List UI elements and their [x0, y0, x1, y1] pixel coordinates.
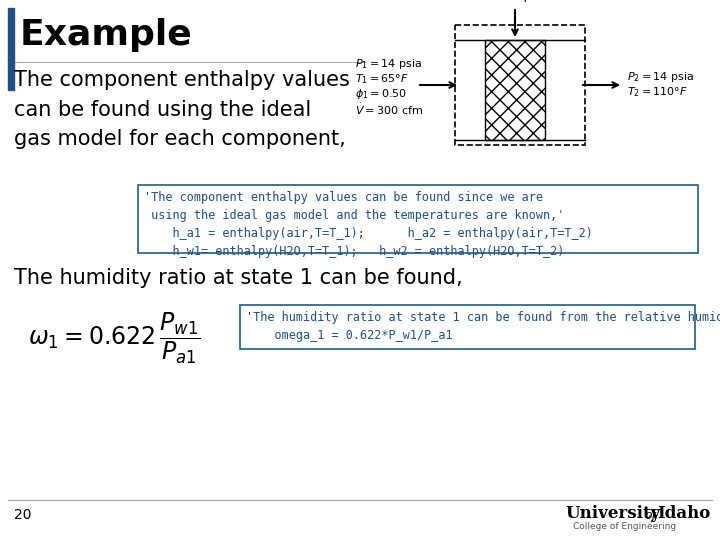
- Bar: [8, 8, 14, 90]
- Text: $\dot{V} = 300$ cfm: $\dot{V} = 300$ cfm: [355, 102, 423, 117]
- Text: The humidity ratio at state 1 can be found,: The humidity ratio at state 1 can be fou…: [14, 268, 463, 288]
- Text: University: University: [565, 505, 660, 522]
- Text: $\phi_1 = 0.50$: $\phi_1 = 0.50$: [355, 87, 408, 101]
- Bar: [138, 185, 698, 253]
- Text: 'The component enthalpy values can be found since we are
 using the ideal gas mo: 'The component enthalpy values can be fo…: [144, 191, 593, 258]
- Text: $\dot{q}$: $\dot{q}$: [519, 0, 528, 5]
- Text: Example: Example: [20, 18, 193, 52]
- Text: $T_1 = 65°F$: $T_1 = 65°F$: [355, 72, 409, 86]
- Text: 20: 20: [14, 508, 32, 522]
- Bar: [240, 305, 695, 349]
- Text: $P_1 = 14$ psia: $P_1 = 14$ psia: [355, 57, 422, 71]
- Text: College of Engineering: College of Engineering: [573, 522, 676, 531]
- Bar: [455, 25, 585, 145]
- Text: $\omega_1 = 0.622\,\dfrac{P_{w1}}{P_{a1}}$: $\omega_1 = 0.622\,\dfrac{P_{w1}}{P_{a1}…: [28, 310, 200, 366]
- Text: Idaho: Idaho: [657, 505, 710, 522]
- Text: $P_2 = 14$ psia: $P_2 = 14$ psia: [627, 70, 694, 84]
- Text: of: of: [644, 509, 656, 522]
- Text: 'The humidity ratio at state 1 can be found from the relative humidity,'
    ome: 'The humidity ratio at state 1 can be fo…: [246, 311, 720, 342]
- Text: $T_2 = 110°F$: $T_2 = 110°F$: [627, 85, 688, 99]
- Text: The component enthalpy values
can be found using the ideal
gas model for each co: The component enthalpy values can be fou…: [14, 70, 350, 149]
- Bar: [485, 40, 545, 140]
